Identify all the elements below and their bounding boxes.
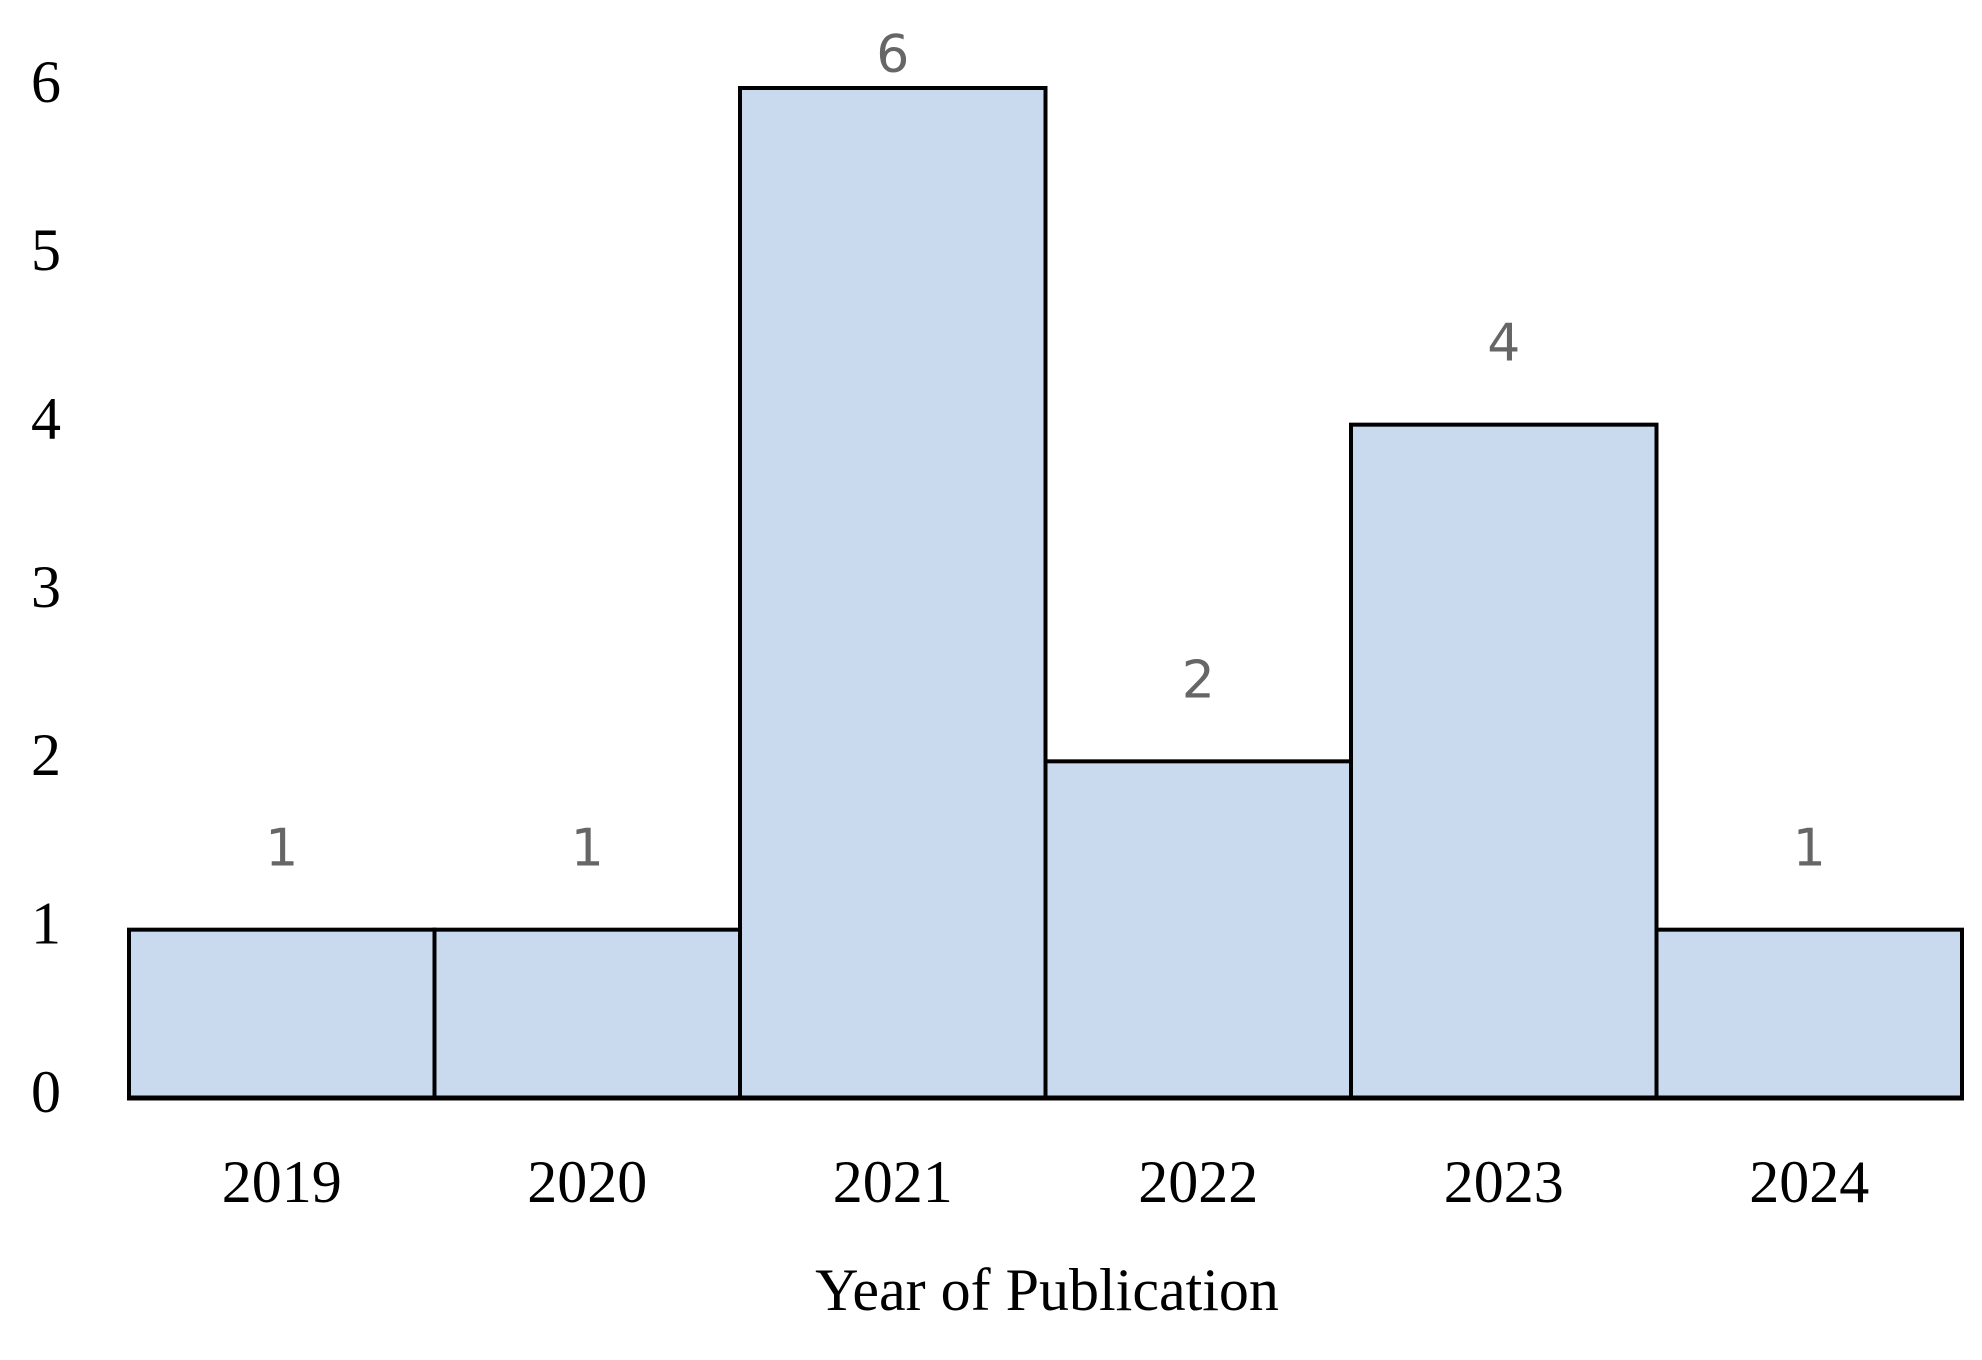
x-tick-label: 2022 — [1138, 1149, 1258, 1215]
x-tick-label: 2020 — [527, 1149, 647, 1215]
value-label: 1 — [1793, 819, 1826, 879]
x-tick-label: 2024 — [1749, 1149, 1869, 1215]
x-tick-label: 2023 — [1444, 1149, 1564, 1215]
x-tick-label: 2021 — [833, 1149, 953, 1215]
x-axis-label: Year of Publication — [815, 1257, 1279, 1323]
y-tick-label: 3 — [31, 554, 61, 620]
y-tick-label: 4 — [31, 385, 61, 451]
value-label: 6 — [876, 25, 909, 85]
y-tick-label: 6 — [31, 49, 61, 115]
y-tick-label: 1 — [31, 890, 61, 956]
bar — [127, 927, 437, 1101]
y-tick-label: 0 — [31, 1059, 61, 1125]
y-tick-label: 5 — [31, 217, 61, 283]
bar — [1043, 759, 1353, 1100]
bar — [1654, 927, 1964, 1101]
bar — [738, 86, 1048, 1100]
value-label: 1 — [571, 819, 604, 879]
value-label: 1 — [265, 819, 298, 879]
y-tick-label: 2 — [31, 722, 61, 788]
bar — [1349, 422, 1659, 1100]
x-tick-label: 2019 — [222, 1149, 342, 1215]
value-label: 2 — [1182, 650, 1215, 710]
value-label: 4 — [1487, 314, 1520, 374]
bar — [432, 927, 742, 1101]
